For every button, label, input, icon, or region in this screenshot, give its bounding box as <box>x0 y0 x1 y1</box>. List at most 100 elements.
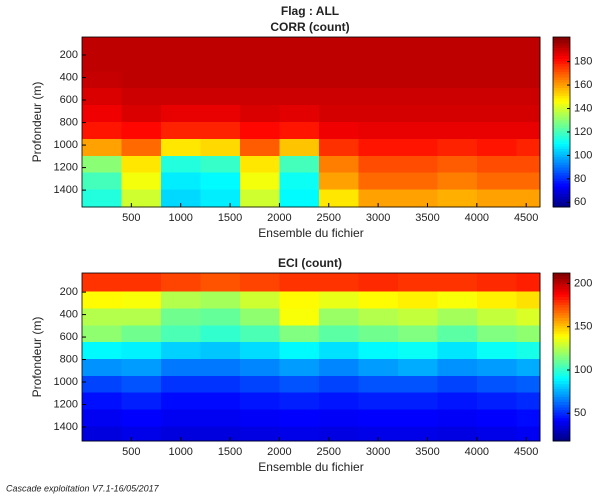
heat-cell <box>397 291 438 309</box>
heat-cell <box>279 325 320 343</box>
heat-cell <box>160 189 201 208</box>
colorbar-swatch <box>553 201 570 205</box>
colorbar-swatch <box>553 406 570 410</box>
y-axis-label: Profondeur (m) <box>30 317 44 398</box>
heat-cell <box>239 122 280 140</box>
heat-cell <box>397 342 438 360</box>
heat-cell <box>239 273 280 293</box>
colorbar-swatch <box>553 135 570 139</box>
colorbar-swatch <box>553 140 570 144</box>
heat-cell <box>279 37 320 55</box>
heat-cell <box>397 358 438 377</box>
x-tick-label: 2000 <box>267 446 291 458</box>
heat-cell <box>160 426 201 442</box>
colorbar-tick-label: 200 <box>574 277 592 289</box>
heat-cell <box>82 155 122 174</box>
heat-cell <box>476 291 517 309</box>
heat-cell <box>200 54 241 72</box>
colorbar-swatch <box>553 283 570 287</box>
colorbar-swatch <box>553 161 570 165</box>
heat-cell <box>279 155 320 174</box>
colorbar-tick-label: 160 <box>574 79 592 91</box>
heat-cell <box>476 308 517 326</box>
x-tick-label: 1000 <box>168 212 192 224</box>
heat-cell <box>476 138 517 157</box>
colorbar-swatch <box>553 47 570 51</box>
x-tick-label: 2000 <box>267 212 291 224</box>
heat-cell <box>358 122 399 140</box>
y-tick-label: 600 <box>60 94 78 106</box>
x-axis-label: Ensemble du fichier <box>258 460 363 474</box>
heat-cell <box>160 342 201 360</box>
heat-cell <box>358 105 399 123</box>
colorbar-swatch <box>553 58 570 62</box>
colorbar-swatch <box>553 124 570 128</box>
heat-cell <box>318 409 359 427</box>
heat-cell <box>437 155 478 174</box>
y-tick-label: 800 <box>60 353 78 365</box>
heat-cell <box>437 122 478 140</box>
colorbar-swatch <box>553 204 570 208</box>
heat-cell <box>516 426 541 442</box>
colorbar-swatch <box>553 196 570 200</box>
heat-cell <box>516 37 541 55</box>
heat-cell <box>200 392 241 411</box>
heat-cell <box>239 37 280 55</box>
heat-cell <box>476 325 517 343</box>
colorbar-swatch <box>553 151 570 155</box>
heat-cell <box>200 308 241 326</box>
heat-cell <box>437 138 478 157</box>
heat-cell <box>160 172 201 191</box>
heat-cell <box>279 122 320 140</box>
heat-cell <box>279 138 320 157</box>
colorbar-swatch <box>553 84 570 88</box>
heat-cell <box>318 273 359 293</box>
chart-title: CORR (count) <box>270 20 349 34</box>
heat-cell <box>82 71 122 89</box>
heat-cell <box>516 138 541 157</box>
colorbar-swatch <box>553 137 570 142</box>
heat-cell <box>121 172 162 191</box>
colorbar-swatch <box>553 106 570 110</box>
heat-cell <box>121 189 162 208</box>
colorbar-swatch <box>553 129 570 134</box>
colorbar-swatch <box>553 156 570 160</box>
heat-cell <box>397 308 438 326</box>
x-tick-label: 3500 <box>415 446 439 458</box>
colorbar-swatch <box>553 145 570 150</box>
heat-cell <box>476 37 517 55</box>
heat-cell <box>279 392 320 411</box>
figure-title: Flag : ALL <box>281 4 339 18</box>
heat-cell <box>397 105 438 123</box>
heat-cell <box>397 122 438 140</box>
heat-cell <box>476 273 517 293</box>
heat-cell <box>82 325 122 343</box>
colorbar-swatch <box>553 278 570 282</box>
heat-cell <box>239 308 280 326</box>
plot-frame <box>81 36 541 208</box>
colorbar-tick-label: 140 <box>574 102 592 114</box>
colorbar-swatch <box>553 108 570 112</box>
x-axis-label: Ensemble du fichier <box>258 226 363 240</box>
colorbar-swatch <box>553 103 570 107</box>
heat-cell <box>82 342 122 360</box>
heat-cell <box>358 273 399 293</box>
heat-cell <box>437 189 478 208</box>
y-tick-label: 1000 <box>54 376 78 388</box>
heat-cell <box>239 409 280 427</box>
colorbar-swatch <box>553 412 570 416</box>
heat-cell <box>516 54 541 72</box>
colorbar-swatch <box>553 79 570 83</box>
colorbar-swatch <box>553 380 570 384</box>
heat-cell <box>239 426 280 442</box>
heat-cell <box>82 273 122 293</box>
heat-cell <box>279 308 320 326</box>
colorbar-swatch <box>553 119 570 123</box>
heat-cell <box>239 325 280 343</box>
colorbar-swatch <box>553 359 570 363</box>
heat-cell <box>437 358 478 377</box>
heat-cell <box>121 37 162 55</box>
colorbar-swatch <box>553 333 570 337</box>
colorbar-swatch <box>553 399 570 403</box>
heat-cell <box>82 105 122 123</box>
